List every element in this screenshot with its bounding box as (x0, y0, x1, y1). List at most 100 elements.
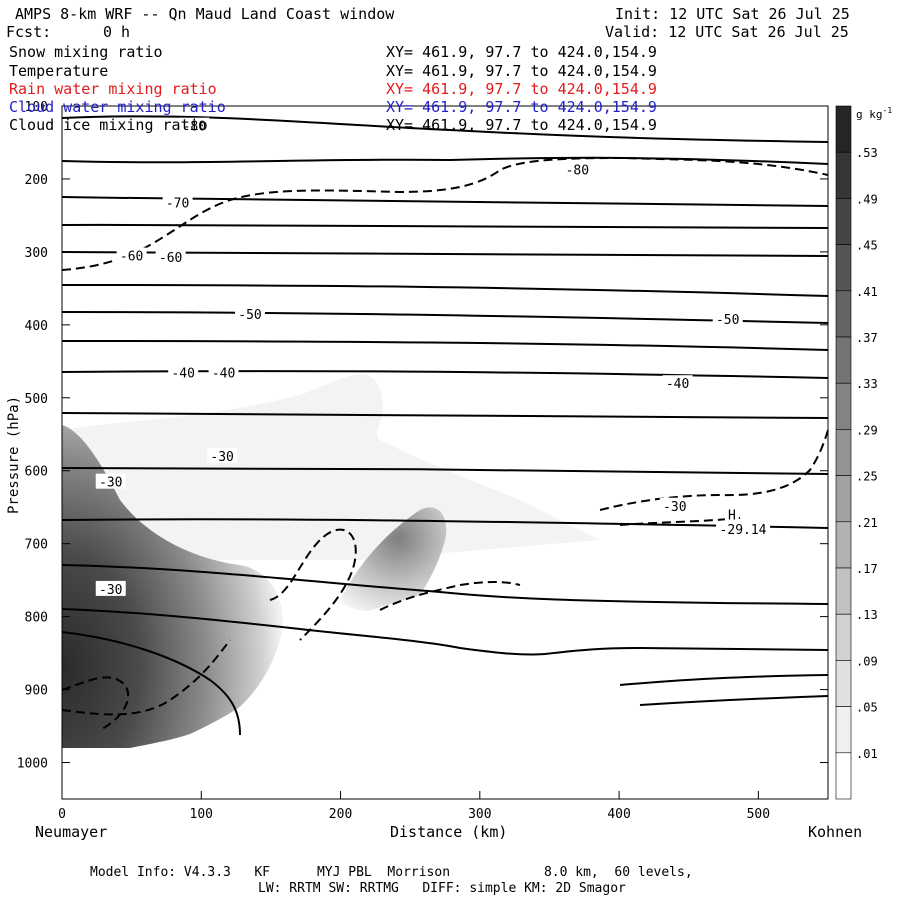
contour-label: -60 (159, 251, 182, 266)
init-time: Init: 12 UTC Sat 26 Jul 25 (615, 5, 850, 23)
y-tick-label: 600 (25, 465, 48, 480)
mixing-ratio-shading (62, 374, 600, 748)
y-axis-label: Pressure (hPa) (6, 396, 22, 514)
contour-label: -30 (99, 476, 122, 491)
isotherm (61, 115, 829, 143)
contour-label-bg (662, 375, 693, 391)
model-info-line2: LW: RRTM SW: RRTMG DIFF: simple KM: 2D S… (258, 881, 626, 896)
field-snow-xy: XY= 461.9, 97.7 to 424.0,154.9 (386, 43, 657, 61)
isotherm (61, 156, 829, 165)
colorbar-swatch (835, 105, 852, 153)
dashed-line (61, 676, 130, 731)
forecast-label: Fcst: (6, 23, 52, 41)
isotherm (61, 518, 829, 529)
field-rain-name: Rain water mixing ratio (9, 80, 217, 98)
dashed-contours (61, 156, 829, 731)
contour-label: H (728, 509, 736, 524)
contour-label: -80 (566, 163, 589, 178)
x-tick-label: 100 (190, 807, 213, 822)
x-tick-label: 0 (58, 807, 66, 822)
contour-label-bg (716, 521, 771, 537)
contour-label-bg (179, 117, 210, 133)
contour-label-bg (95, 473, 126, 489)
contour-label-bg (208, 364, 239, 380)
y-tick-label: 400 (25, 319, 48, 334)
colorbar-swatch (835, 521, 852, 569)
field-cloudice-xy: XY= 461.9, 97.7 to 424.0,154.9 (386, 116, 657, 134)
isotherm (61, 311, 829, 324)
isotherm (61, 564, 829, 605)
colorbar-label: .21 (856, 516, 878, 530)
contour-label-bg (659, 497, 690, 513)
shading-core-left (62, 425, 283, 748)
colorbar-swatch (835, 752, 852, 800)
x-tick-label: 200 (329, 807, 352, 822)
y-tick-label: 800 (25, 611, 48, 626)
contour-label-bg (712, 311, 743, 327)
colorbar-swatch (835, 706, 852, 754)
contour-label-bg (168, 364, 199, 380)
isotherm (61, 608, 829, 656)
colorbar-swatch (835, 613, 852, 661)
colorbar-swatch (835, 475, 852, 523)
colorbar-swatch (835, 429, 852, 476)
contour-label: -60 (120, 250, 143, 265)
isotherm (61, 223, 829, 229)
contour-label: -70 (166, 196, 189, 211)
contour-label-bg (235, 305, 266, 321)
colorbar-label: .17 (856, 562, 878, 576)
colorbar-swatch (835, 244, 852, 292)
field-snow-name: Snow mixing ratio (9, 43, 163, 61)
temperature-labels: -80 -80 -70 -60 -60 -50 -50 -40 -40 -40 -30 -30 -30 -… (95, 117, 771, 598)
contour-label-bg (207, 448, 238, 464)
contour-label: -40 (171, 366, 194, 381)
terrain-mask (62, 530, 828, 799)
y-tick-label: 300 (25, 246, 48, 261)
contour-label-bg (95, 580, 126, 596)
colorbar-unit: g kg-1 (856, 106, 892, 121)
contour-label-bg (155, 249, 186, 265)
isotherm (61, 370, 829, 379)
valid-time: Valid: 12 UTC Sat 26 Jul 25 (605, 23, 849, 41)
isotherm (61, 284, 829, 297)
isotherm (619, 674, 829, 686)
isotherm (639, 695, 829, 706)
forecast-value: 0 h (103, 23, 131, 41)
colorbar-swatch (835, 567, 852, 615)
colorbar-unit-exponent: -1 (883, 106, 893, 115)
colorbar-label: .53 (856, 146, 878, 160)
isotherm (61, 467, 829, 475)
colorbar-label: .09 (856, 654, 878, 668)
contour-label-bg (562, 161, 593, 177)
x-right-label: Kohnen (808, 823, 863, 841)
isotherm (61, 196, 829, 207)
field-cloudwater-name: Cloud water mixing ratio (9, 98, 226, 116)
colorbar-label: .37 (856, 331, 878, 345)
isotherm (61, 631, 241, 736)
field-cloudice-name: Cloud ice mixing ratio (9, 116, 208, 134)
colorbar-swatch (835, 198, 852, 245)
plot-frame (61, 105, 829, 800)
y-axis: 100 200 300 400 500 600 700 800 900 1000 (17, 100, 828, 772)
colorbar-label: .25 (856, 470, 878, 484)
colorbar-swatch (835, 382, 852, 430)
contour-label: -80 (183, 120, 206, 135)
colorbar-label: .05 (856, 701, 878, 715)
colorbar-label: .49 (856, 192, 878, 206)
contour-label: -29.14 (720, 523, 767, 538)
field-temperature-name: Temperature (9, 62, 109, 80)
x-tick-label: 400 (607, 807, 630, 822)
contour-label-bg (162, 194, 193, 210)
dashed-line (61, 156, 829, 271)
contour-label: -50 (238, 308, 261, 323)
colorbar-label: .33 (856, 377, 878, 391)
colorbar: .53 .49 .45 .41 .37 .33 .29 .25 .21 .17 .13 .09 .05.… (835, 105, 892, 800)
colorbar-label: .13 (856, 608, 878, 622)
dashed-line (599, 429, 829, 511)
y-tick-label: 100 (25, 100, 48, 115)
contour-label: -40 (666, 377, 689, 392)
x-tick-label: 300 (468, 807, 491, 822)
y-tick-label: 1000 (17, 757, 48, 772)
field-temperature-xy: XY= 461.9, 97.7 to 424.0,154.9 (386, 62, 657, 80)
